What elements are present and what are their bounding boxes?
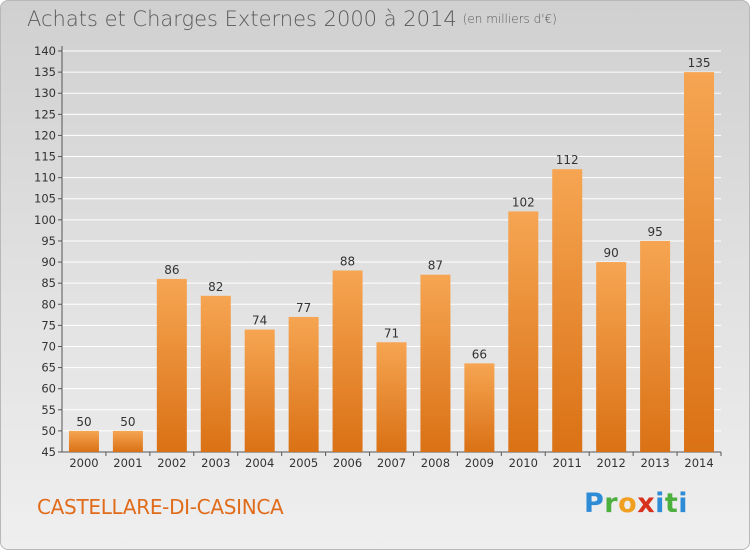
bar <box>684 72 715 453</box>
x-tick-label: 2004 <box>245 456 274 470</box>
chart-title-text: Achats et Charges Externes 2000 à 2014 <box>27 7 457 31</box>
bar <box>244 329 275 452</box>
y-tick-label: 80 <box>41 297 56 311</box>
logo-letter: x <box>637 488 656 519</box>
value-label: 95 <box>647 225 662 239</box>
logo-letter: t <box>664 488 679 519</box>
y-tick-label: 85 <box>41 276 56 290</box>
x-tick-label: 2014 <box>684 456 713 470</box>
x-tick-label: 2003 <box>201 456 230 470</box>
x-tick-label: 2002 <box>157 456 186 470</box>
x-tick-label: 2005 <box>289 456 318 470</box>
labels: 45 50 55 60 65 70 75 80 85 90 95 100 105 110 115 120 125… <box>34 44 714 470</box>
y-tick-label: 110 <box>34 171 56 185</box>
value-label: 88 <box>340 254 355 268</box>
y-tick-label: 105 <box>34 192 56 206</box>
y-tick-label: 50 <box>41 424 56 438</box>
logo-letter: r <box>604 488 619 519</box>
value-label: 77 <box>296 301 311 315</box>
value-label: 71 <box>384 326 399 340</box>
value-label: 50 <box>120 415 135 429</box>
y-tick-label: 130 <box>34 86 56 100</box>
x-tick-label: 2010 <box>509 456 538 470</box>
logo-letter: P <box>584 488 605 519</box>
y-tick-label: 120 <box>34 128 56 142</box>
bar <box>596 262 627 452</box>
y-tick-label: 65 <box>41 361 56 375</box>
x-tick-label: 2007 <box>377 456 406 470</box>
value-label: 66 <box>472 347 487 361</box>
y-tick-label: 45 <box>41 445 56 459</box>
x-tick-label: 2000 <box>69 456 98 470</box>
bar <box>68 430 99 452</box>
bar <box>288 316 319 452</box>
value-label: 102 <box>512 195 535 209</box>
x-tick-label: 2011 <box>553 456 582 470</box>
value-label: 50 <box>76 415 91 429</box>
y-tick-label: 60 <box>41 382 56 396</box>
bar <box>420 274 451 452</box>
y-tick-label: 55 <box>41 403 56 417</box>
chart-title: Achats et Charges Externes 2000 à 2014 (e… <box>27 7 557 31</box>
bars <box>68 72 715 453</box>
bar <box>200 295 231 452</box>
logo-letter: o <box>618 488 638 519</box>
bar <box>464 363 495 452</box>
y-tick-label: 90 <box>41 255 56 269</box>
x-tick-label: 2006 <box>333 456 362 470</box>
logo-letter: i <box>678 488 689 519</box>
logo-letter: i <box>655 488 665 519</box>
bar <box>376 342 407 452</box>
y-tick-label: 95 <box>41 234 56 248</box>
value-label: 82 <box>208 280 223 294</box>
bar <box>508 211 539 452</box>
bar <box>156 278 187 452</box>
x-tick-label: 2001 <box>113 456 142 470</box>
y-tick-label: 115 <box>34 150 56 164</box>
value-label: 87 <box>428 259 443 273</box>
bar <box>640 240 671 452</box>
y-tick-label: 140 <box>34 44 56 58</box>
value-label: 74 <box>252 314 267 328</box>
chart-subtitle: (en milliers d'€) <box>462 12 557 26</box>
y-tick-label: 125 <box>34 107 56 121</box>
value-label: 86 <box>164 263 179 277</box>
value-label: 135 <box>688 56 711 70</box>
bar <box>112 430 143 452</box>
value-label: 90 <box>604 246 619 260</box>
proxiti-logo: Proxiti <box>584 488 688 519</box>
x-tick-label: 2008 <box>421 456 450 470</box>
y-tick-label: 135 <box>34 65 56 79</box>
x-tick-label: 2013 <box>640 456 669 470</box>
value-label: 112 <box>556 153 579 167</box>
city-name: CASTELLARE-DI-CASINCA <box>37 495 284 519</box>
x-tick-label: 2012 <box>597 456 626 470</box>
y-tick-label: 75 <box>41 318 56 332</box>
y-tick-label: 70 <box>41 339 56 353</box>
y-tick-label: 100 <box>34 213 56 227</box>
x-tick-label: 2009 <box>465 456 494 470</box>
bar <box>552 169 583 453</box>
bar <box>332 270 363 452</box>
